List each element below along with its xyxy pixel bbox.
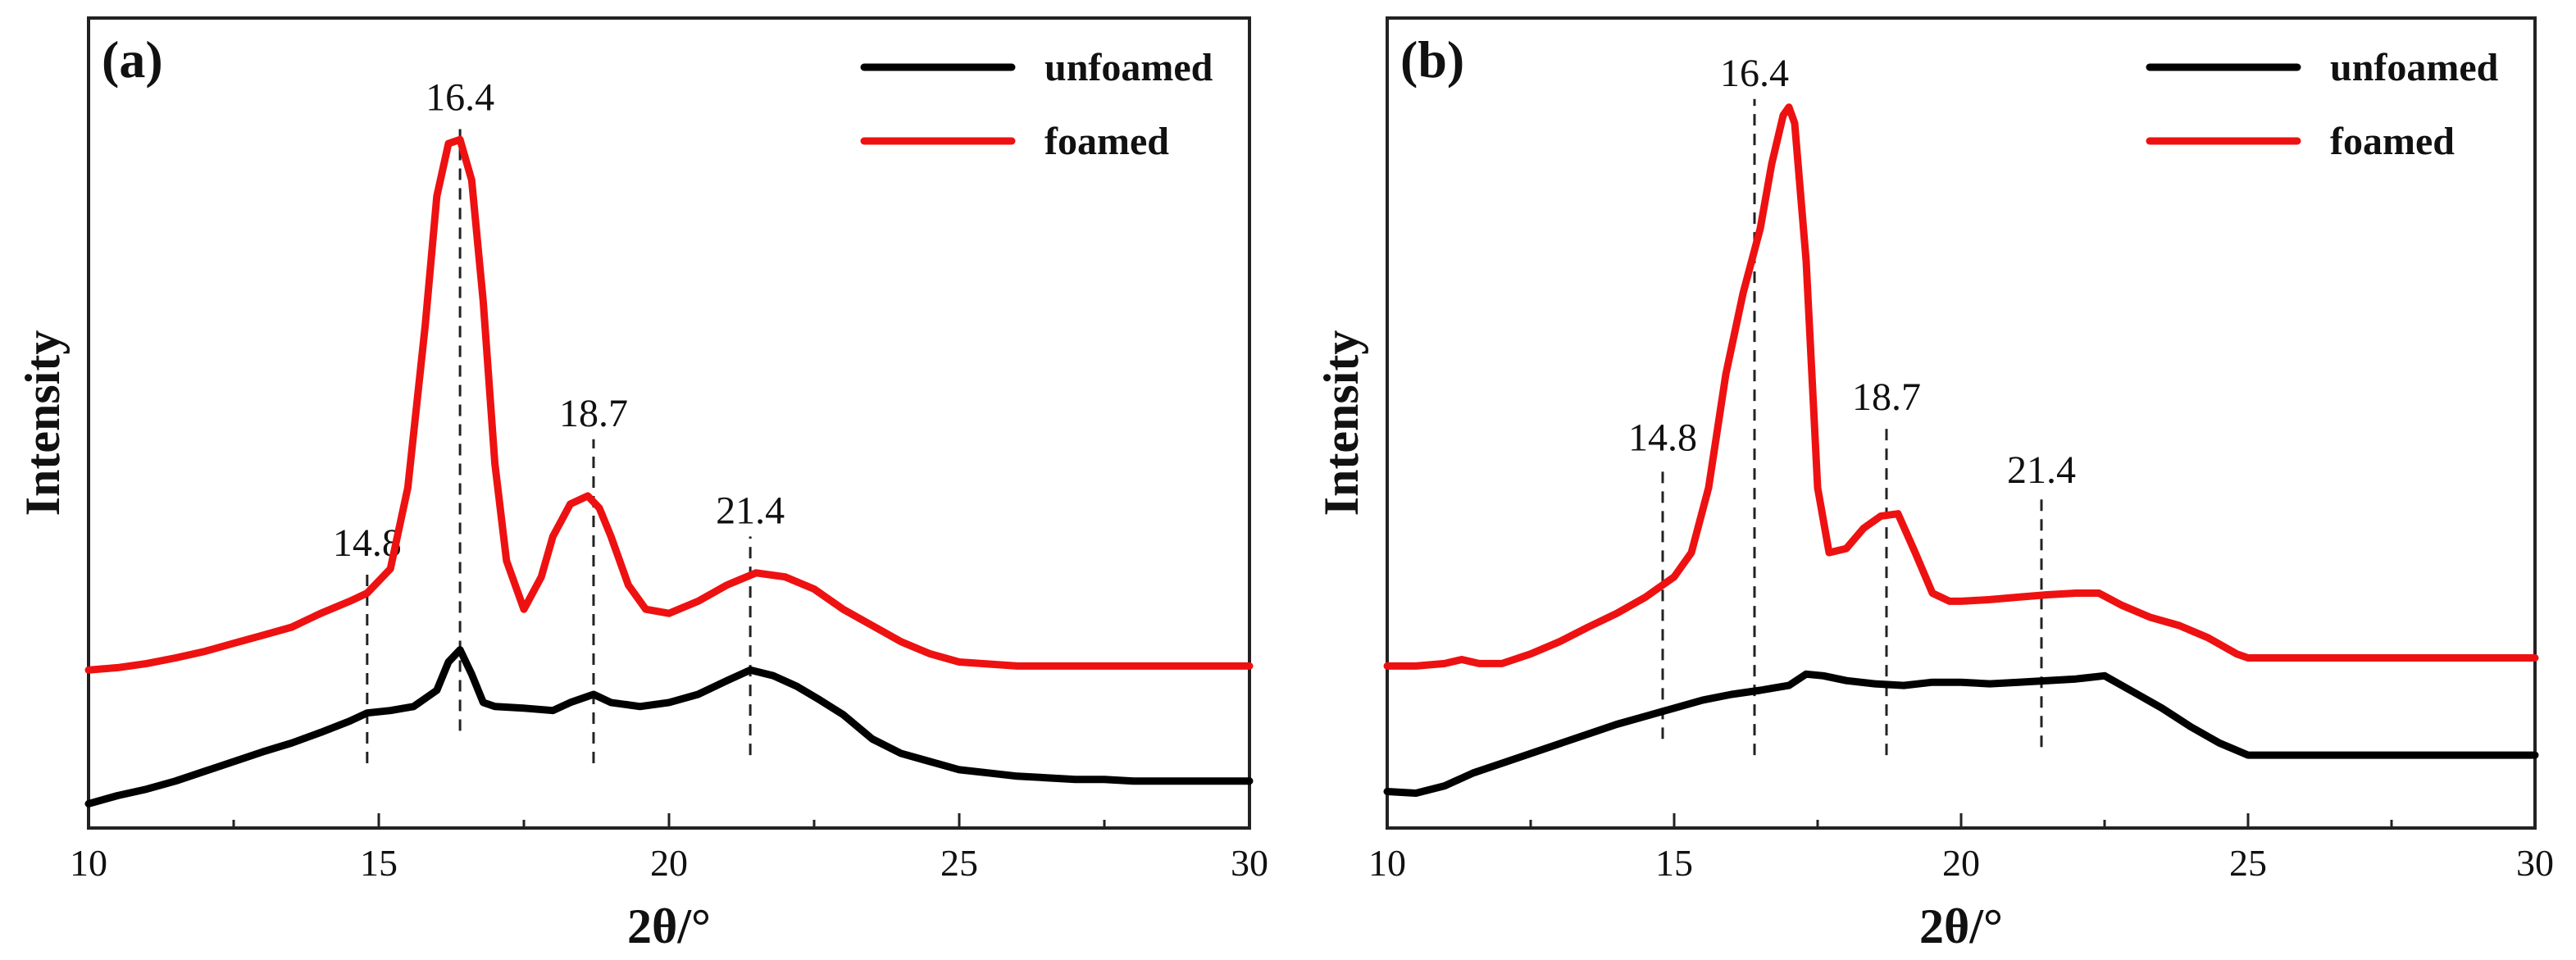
- x-tick-label: 25: [2229, 842, 2267, 884]
- x-tick-label: 10: [70, 842, 107, 884]
- series-line-foamed: [84, 135, 1254, 674]
- x-tick-label: 15: [1655, 842, 1693, 884]
- legend-label-foamed: foamed: [1045, 120, 1169, 163]
- peak-label: 21.4: [716, 489, 785, 532]
- series-line-unfoamed: [84, 646, 1254, 808]
- peak-label: 14.8: [1628, 416, 1697, 459]
- series-line-unfoamed: [1383, 670, 2539, 797]
- legend-label-unfoamed: unfoamed: [1045, 46, 1213, 89]
- panel-a: 10 15 20 25 302θ/°Intensity(a)14.816.418.721…: [16, 16, 1268, 953]
- x-tick-label: 25: [940, 842, 978, 884]
- x-tick-label: 20: [1942, 842, 1980, 884]
- legend-label-unfoamed: unfoamed: [2330, 46, 2499, 89]
- peak-label: 16.4: [426, 75, 494, 119]
- x-tick-label: 30: [2516, 842, 2554, 884]
- panel-label: (a): [102, 30, 163, 89]
- peak-label: 21.4: [2007, 448, 2076, 492]
- x-tick-label: 20: [650, 842, 688, 884]
- y-axis-title: Intensity: [1314, 330, 1368, 516]
- peak-label: 18.7: [1852, 375, 1921, 419]
- x-axis-title: 2θ/°: [627, 899, 711, 953]
- panel-b: 10 15 20 25 30 2θ/° Intensity (b) 14.8 16.4 18.7 21…: [1314, 16, 2554, 953]
- peak-label: 18.7: [559, 392, 628, 435]
- legend-label-foamed: foamed: [2330, 120, 2455, 163]
- peak-label: 16.4: [1720, 52, 1789, 95]
- panel-label: (b): [1400, 30, 1464, 89]
- x-tick-label: 10: [1368, 842, 1406, 884]
- x-tick-label: 30: [1231, 842, 1268, 884]
- x-axis-title: 2θ/°: [1919, 899, 2003, 953]
- x-tick-label: 15: [360, 842, 398, 884]
- y-axis-title: Intensity: [16, 330, 70, 516]
- series-line-foamed: [1383, 103, 2539, 670]
